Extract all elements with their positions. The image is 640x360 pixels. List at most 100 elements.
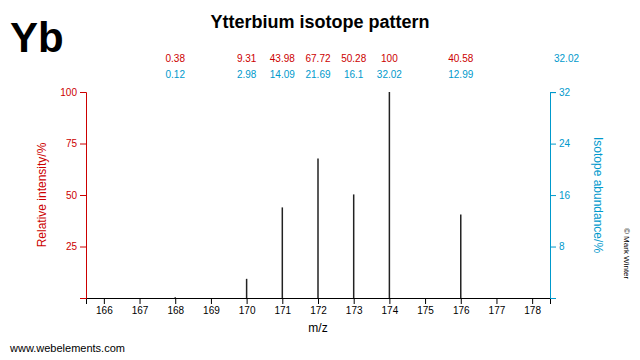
tick: 169 [203, 298, 220, 316]
data-label: 50.28 [341, 53, 366, 64]
title: Ytterbium isotope pattern [210, 12, 429, 32]
tick: 177 [489, 298, 506, 316]
tick-label: 175 [417, 305, 434, 316]
tick: 173 [346, 298, 363, 316]
y2-range-label: 32.02 [554, 53, 579, 64]
stem [460, 214, 462, 298]
tick-label: 169 [203, 305, 220, 316]
x-axis: 166 167 168 169 170 171 172 173 174 175 176 177 178 [87, 298, 551, 316]
tick-label: 50 [66, 190, 78, 201]
tick-mark [550, 195, 556, 196]
data-label: 21.69 [305, 69, 330, 80]
data-label: 40.58 [448, 53, 473, 64]
tick: 100 [60, 87, 86, 98]
website: www.webelements.com [9, 342, 125, 354]
tick-label: 171 [274, 305, 291, 316]
tick-label: 174 [382, 305, 399, 316]
tick-label: 176 [453, 305, 470, 316]
tick-mark [461, 298, 462, 304]
tick: 175 [417, 298, 434, 316]
tick: 166 [96, 298, 113, 316]
tick: 50 [66, 190, 86, 201]
stem [282, 207, 284, 298]
tick-label: 168 [167, 305, 184, 316]
tick-mark [354, 298, 355, 304]
tick-label: 32 [559, 87, 571, 98]
tick-label: 75 [66, 138, 78, 149]
data-label: 16.1 [344, 69, 364, 80]
tick: 176 [453, 298, 470, 316]
tick-mark [211, 298, 212, 304]
tick-label: 167 [132, 305, 149, 316]
tick-mark [175, 298, 176, 304]
stem [317, 158, 319, 298]
tick: 8 [550, 241, 565, 252]
tick-label: 16 [559, 190, 571, 201]
y2-axis-title: Isotope abundance/% [591, 137, 605, 253]
data-label: 12.99 [448, 69, 473, 80]
tick: 170 [239, 298, 256, 316]
stem [174, 296, 176, 298]
tick-label: 24 [559, 138, 571, 149]
tick: 178 [524, 298, 541, 316]
tick-label: 178 [524, 305, 541, 316]
x-axis-title: m/z [308, 321, 327, 335]
axis-domain [80, 93, 87, 299]
data-label: 0.12 [165, 69, 185, 80]
tick-mark [80, 144, 86, 145]
tick-mark [80, 195, 86, 196]
stem [246, 279, 248, 298]
tick-label: 25 [66, 241, 78, 252]
stem [389, 92, 391, 298]
tick: 174 [382, 298, 399, 316]
axis-domain [551, 93, 557, 299]
tick-mark [80, 92, 86, 93]
data-label: 32.02 [377, 69, 402, 80]
tick: 32 [550, 87, 571, 98]
tick-mark [140, 298, 141, 304]
tick: 24 [550, 138, 571, 149]
tick: 25 [66, 241, 86, 252]
tick-label: 177 [489, 305, 506, 316]
tick-label: 170 [239, 305, 256, 316]
tick: 172 [310, 298, 327, 316]
tick-label: 166 [96, 305, 113, 316]
tick: 75 [66, 138, 86, 149]
copyright: © Mark Winter [622, 228, 631, 280]
data-label: 0.38 [165, 53, 185, 64]
axis-domain [87, 299, 551, 305]
tick-mark [247, 298, 248, 304]
data-label: 100 [381, 53, 398, 64]
tick: 168 [167, 298, 184, 316]
tick-mark [496, 298, 497, 304]
tick-mark [389, 298, 390, 304]
plot-marks [175, 92, 461, 298]
data-label: 2.98 [237, 69, 257, 80]
data-label: 43.98 [270, 53, 295, 64]
tick-mark [80, 247, 86, 248]
tick-mark [425, 298, 426, 304]
stem [353, 194, 355, 298]
tick-mark [318, 298, 319, 304]
tick-label: 8 [559, 241, 565, 252]
element-symbol: Yb [10, 14, 64, 61]
y-axis: 25 50 75 100 [60, 87, 86, 299]
tick-mark [550, 92, 556, 93]
tick-label: 100 [60, 87, 77, 98]
tick: 167 [132, 298, 149, 316]
tick-mark [550, 247, 556, 248]
data-labels: 0.38 9.31 43.98 67.72 50.28 100 40.58 0.12 2.98 1… [165, 53, 473, 80]
tick: 171 [274, 298, 291, 316]
tick-mark [282, 298, 283, 304]
data-label: 9.31 [237, 53, 257, 64]
chart: 1661671681691701711721731741751761771782… [0, 0, 640, 360]
tick-label: 173 [346, 305, 363, 316]
data-label: 14.09 [270, 69, 295, 80]
tick-label: 172 [310, 305, 327, 316]
y2-axis: 8 16 24 32 [550, 87, 571, 299]
tick-mark [532, 298, 533, 304]
y-axis-title: Relative intensity/% [35, 142, 49, 247]
tick: 16 [550, 190, 571, 201]
tick-mark [550, 144, 556, 145]
data-label: 67.72 [305, 53, 330, 64]
